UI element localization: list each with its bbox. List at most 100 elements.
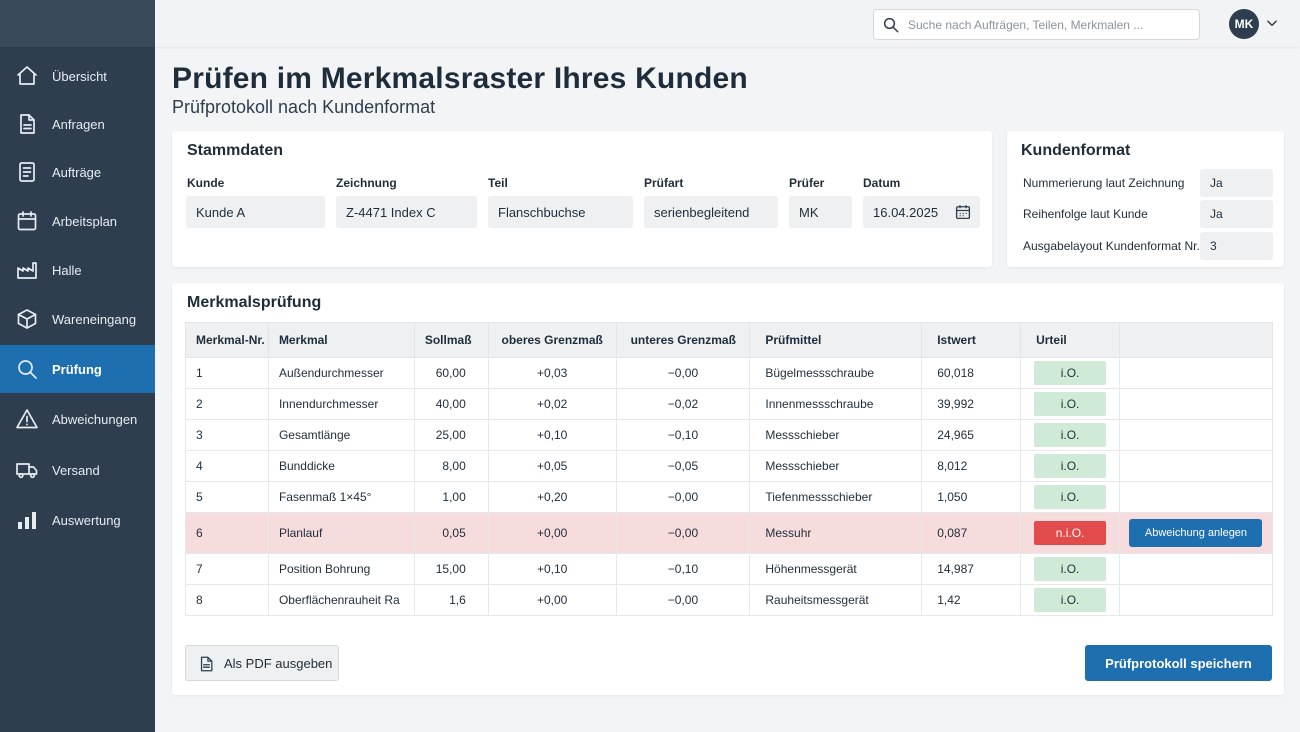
chevron-down-icon[interactable] — [1265, 16, 1279, 30]
search-input[interactable] — [908, 10, 1193, 39]
table-row[interactable]: 7 Position Bohrung 15,00 +0,10 −0,10 Höhenmes… — [185, 553, 1274, 585]
save-protocol-button[interactable]: Prüfprotokoll speichern — [1085, 645, 1272, 681]
col-header[interactable]: unteres Grenzmaß — [615, 322, 751, 358]
sidebar-item-anfragen[interactable]: Anfragen — [0, 100, 155, 148]
cell-merkmal-nr: 6 — [185, 512, 269, 554]
search-icon — [15, 357, 39, 381]
table-row[interactable]: 4 Bunddicke 8,00 +0,05 −0,05 Messschieber 8,01… — [185, 450, 1274, 482]
kunde-label: Kunde — [187, 176, 225, 190]
cell-action — [1118, 553, 1274, 585]
kunde-field[interactable]: Kunde A — [186, 196, 325, 228]
cell-unteres-grenzmass: −0,02 — [615, 388, 751, 420]
search-box[interactable] — [873, 9, 1200, 40]
table-row[interactable]: 1 Außendurchmesser 60,00 +0,03 −0,00 Bügelmes… — [185, 357, 1274, 389]
kf-layout-value: 3 — [1200, 232, 1273, 260]
teil-field[interactable]: Flanschbuchse — [488, 196, 633, 228]
calendar-icon[interactable] — [954, 203, 972, 221]
cell-pruefmittel: Bügelmessschraube — [749, 357, 923, 389]
cell-oberes-grenzmass: +0,00 — [487, 584, 617, 616]
table-header-row: Merkmal-Nr. Merkmal Sollmaß oberes Grenz… — [185, 322, 1274, 358]
pdf-button-label: Als PDF ausgeben — [224, 655, 333, 671]
cell-pruefmittel: Höhenmessgerät — [749, 553, 923, 585]
col-header[interactable]: oberes Grenzmaß — [487, 322, 617, 358]
sidebar-item-abweichungen[interactable]: Abweichungen — [0, 395, 155, 443]
cell-unteres-grenzmass: −0,00 — [615, 481, 751, 513]
table-row[interactable]: 3 Gesamtlänge 25,00 +0,10 −0,10 Messschieber 2… — [185, 419, 1274, 451]
status-badge: i.O. — [1034, 392, 1107, 416]
cell-urteil: i.O. — [1020, 357, 1120, 389]
pruefer-field[interactable]: MK — [789, 196, 852, 228]
datum-field[interactable]: 16.04.2025 — [863, 196, 980, 228]
cell-oberes-grenzmass: +0,10 — [487, 419, 617, 451]
col-header[interactable]: Prüfmittel — [749, 322, 923, 358]
sidebar-item-auftraege[interactable]: Aufträge — [0, 148, 155, 196]
cell-oberes-grenzmass: +0,03 — [487, 357, 617, 389]
cell-urteil: i.O. — [1020, 388, 1120, 420]
cell-urteil: i.O. — [1020, 481, 1120, 513]
cell-merkmal-nr: 3 — [185, 419, 269, 451]
cell-oberes-grenzmass: +0,20 — [487, 481, 617, 513]
datum-label: Datum — [863, 176, 901, 190]
cell-action — [1118, 357, 1274, 389]
search-icon — [882, 16, 900, 34]
cell-istwert: 14,987 — [921, 553, 1022, 585]
cell-istwert: 1,42 — [921, 584, 1022, 616]
top-bar: MK — [155, 0, 1300, 47]
cell-pruefmittel: Messschieber — [749, 419, 923, 451]
sidebar-item-halle[interactable]: Halle — [0, 246, 155, 294]
merkmalspruefung-title: Merkmalsprüfung — [187, 294, 322, 311]
col-header[interactable]: Urteil — [1020, 322, 1120, 358]
pdf-export-button[interactable]: Als PDF ausgeben — [185, 645, 339, 681]
col-header[interactable]: Sollmaß — [413, 322, 489, 358]
zeichnung-field[interactable]: Z-4471 Index C — [336, 196, 477, 228]
cell-oberes-grenzmass: +0,10 — [487, 553, 617, 585]
factory-icon — [15, 258, 39, 282]
sidebar-item-label: Abweichungen — [52, 411, 138, 427]
col-header[interactable]: Merkmal-Nr. — [185, 322, 269, 358]
table-row[interactable]: 8 Oberflächenrauheit Ra 1,6 +0,00 −0,00 Rauhe… — [185, 584, 1274, 616]
col-header[interactable]: Istwert — [921, 322, 1022, 358]
sidebar-item-versand[interactable]: Versand — [0, 446, 155, 494]
bar-chart-icon — [15, 508, 39, 532]
cell-merkmal: Planlauf — [267, 512, 415, 554]
sidebar-item-label: Übersicht — [52, 68, 107, 84]
cell-merkmal: Fasenmaß 1×45° — [267, 481, 415, 513]
cell-pruefmittel: Tiefenmessschieber — [749, 481, 923, 513]
sidebar-item-wareneingang[interactable]: Wareneingang — [0, 295, 155, 343]
sidebar-item-auswertung[interactable]: Auswertung — [0, 496, 155, 544]
kf-nummerierung-value: Ja — [1200, 169, 1273, 197]
table-row[interactable]: 2 Innendurchmesser 40,00 +0,02 −0,02 Innenmes… — [185, 388, 1274, 420]
col-header[interactable]: Merkmal — [267, 322, 415, 358]
cell-sollmass: 1,6 — [413, 584, 489, 616]
truck-icon — [15, 458, 39, 482]
file-icon — [198, 655, 215, 673]
status-badge: i.O. — [1034, 485, 1107, 509]
pruefart-field[interactable]: serienbegleitend — [644, 196, 778, 228]
merkmal-table: Merkmal-Nr. Merkmal Sollmaß oberes Grenz… — [185, 322, 1274, 616]
sidebar-item-label: Halle — [52, 262, 82, 278]
cell-sollmass: 40,00 — [413, 388, 489, 420]
box-icon — [15, 307, 39, 331]
cell-istwert: 60,018 — [921, 357, 1022, 389]
avatar[interactable]: MK — [1229, 9, 1259, 39]
cell-merkmal: Oberflächenrauheit Ra — [267, 584, 415, 616]
sidebar-item-arbeitsplan[interactable]: Arbeitsplan — [0, 197, 155, 245]
cell-merkmal: Gesamtlänge — [267, 419, 415, 451]
cell-merkmal-nr: 5 — [185, 481, 269, 513]
table-row[interactable]: 5 Fasenmaß 1×45° 1,00 +0,20 −0,00 Tiefenmesss… — [185, 481, 1274, 513]
page-subtitle: Prüfprotokoll nach Kundenformat — [172, 97, 436, 117]
status-badge: i.O. — [1034, 423, 1107, 447]
sidebar: Übersicht Anfragen Aufträge Arbeitsplan … — [0, 0, 155, 732]
sidebar-item-label: Wareneingang — [52, 311, 137, 327]
cell-unteres-grenzmass: −0,10 — [615, 419, 751, 451]
cell-istwert: 39,992 — [921, 388, 1022, 420]
cell-action — [1118, 584, 1274, 616]
clipboard-list-icon — [15, 160, 39, 184]
cell-pruefmittel: Messschieber — [749, 450, 923, 482]
table-row[interactable]: 6 Planlauf 0,05 +0,00 −0,00 Messuhr 0,087 n.i.O… — [185, 512, 1274, 554]
cell-action — [1118, 481, 1274, 513]
sidebar-item-uebersicht[interactable]: Übersicht — [0, 52, 155, 100]
create-deviation-button[interactable]: Abweichung anlegen — [1129, 519, 1263, 547]
status-badge: i.O. — [1034, 454, 1107, 478]
sidebar-item-pruefung[interactable]: Prüfung — [0, 345, 155, 393]
